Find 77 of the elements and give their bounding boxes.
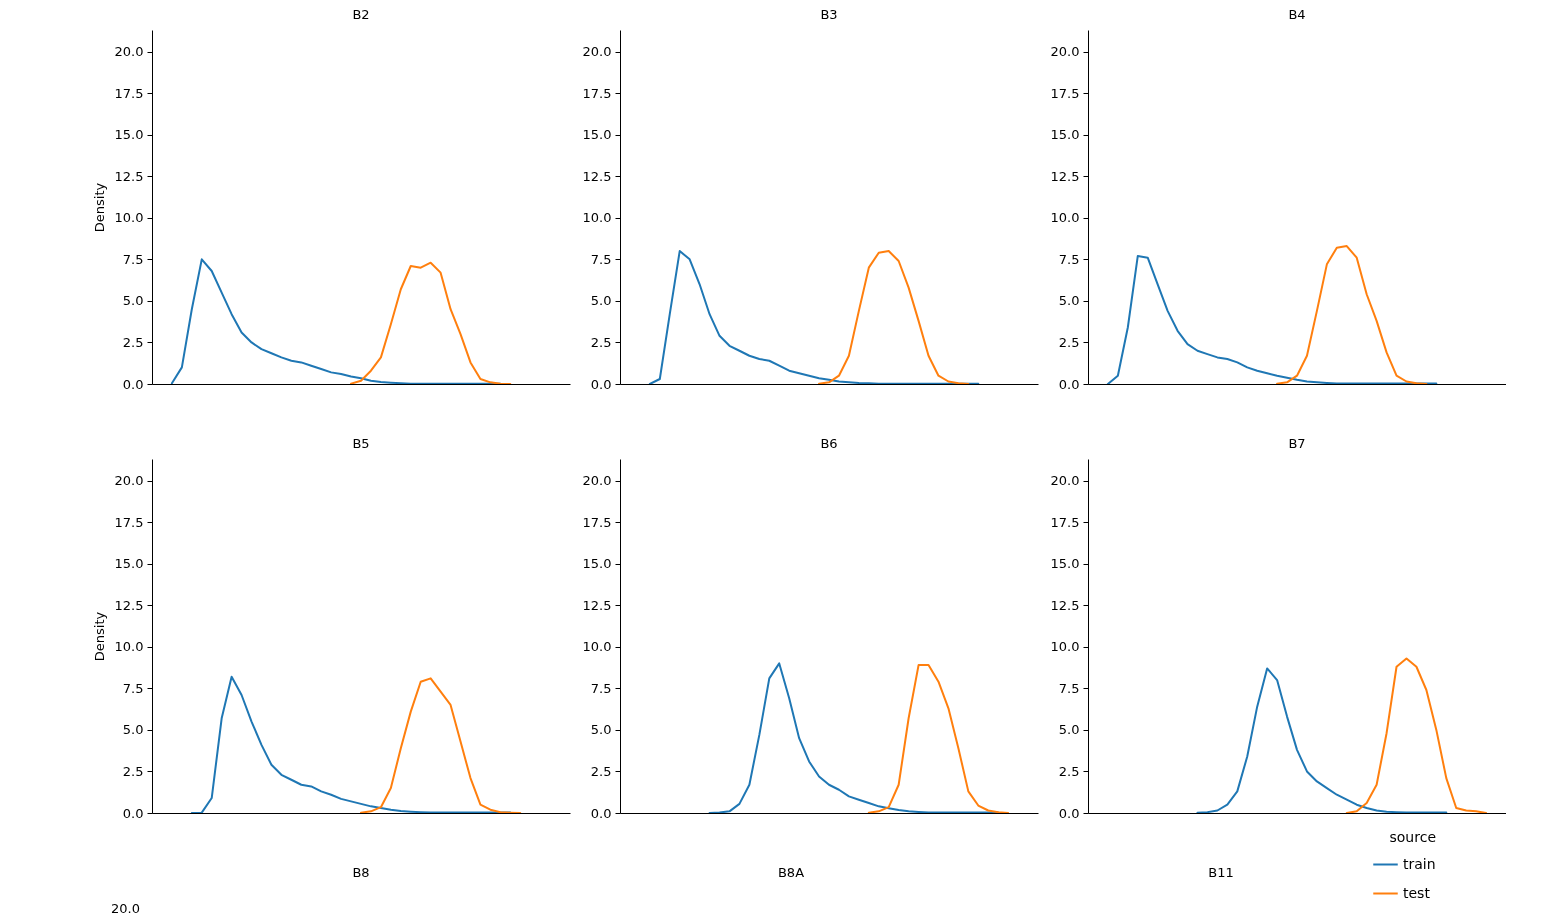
chart-title: B2 <box>352 7 370 22</box>
y-tick-label: 5.0 <box>590 293 612 309</box>
y-tick-label: 2.5 <box>1058 763 1080 779</box>
y-axis-title: Density <box>91 182 107 233</box>
y-tick-label: 20.0 <box>1050 473 1080 489</box>
line-series <box>818 250 970 384</box>
y-tick-label: 12.5 <box>582 168 612 184</box>
y-tick-label: 12.5 <box>1050 597 1080 613</box>
y-tick-label: 17.5 <box>582 85 612 101</box>
y-tick-label: 10.0 <box>114 639 144 655</box>
y-tick-label: 0.0 <box>1058 376 1080 392</box>
y-tick-label: 20.0 <box>114 44 144 60</box>
y-tick-label: 7.5 <box>1058 680 1080 696</box>
y-axis-title: Density <box>91 611 107 662</box>
text: B8A <box>777 865 805 880</box>
y-tick-label: 10.0 <box>1050 639 1080 655</box>
y-tick-label: 15.0 <box>582 127 612 143</box>
y-tick-label: 0.0 <box>122 805 144 821</box>
legend-label: test <box>1403 884 1431 901</box>
line-series <box>350 261 512 384</box>
y-tick-label: 2.5 <box>122 334 144 350</box>
line-series <box>867 664 1010 813</box>
y-tick-label: 5.0 <box>590 722 612 738</box>
y-tick-label: 0.0 <box>590 376 612 392</box>
text: B8 <box>352 865 370 880</box>
y-tick-label: 7.5 <box>590 680 612 696</box>
y-tick-label: 0.0 <box>1058 805 1080 821</box>
chart-title: B5 <box>352 436 370 451</box>
line-series <box>648 250 980 384</box>
y-tick-label: 17.5 <box>1050 85 1080 101</box>
y-tick-label: 10.0 <box>582 639 612 655</box>
y-tick-label: 17.5 <box>582 514 612 530</box>
y-tick-label: 5.0 <box>122 722 144 738</box>
y-tick-label: 10.0 <box>582 210 612 226</box>
y-tick-label: 0.0 <box>590 805 612 821</box>
line-series <box>1106 255 1438 384</box>
line-series <box>1345 657 1488 813</box>
y-tick-label: 17.5 <box>114 514 144 530</box>
y-tick-label: 5.0 <box>122 293 144 309</box>
y-tick-label: 20.0 <box>1050 44 1080 60</box>
y-tick-label: 7.5 <box>590 251 612 267</box>
y-tick-label: 2.5 <box>590 334 612 350</box>
y-tick-label: 12.5 <box>582 597 612 613</box>
y-tick-label: 10.0 <box>114 210 144 226</box>
y-tick-label: 15.0 <box>1050 556 1080 572</box>
y-tick-label: 12.5 <box>1050 168 1080 184</box>
y-tick-label: 17.5 <box>1050 514 1080 530</box>
chart-title: B3 <box>820 7 838 22</box>
text: B11 <box>1208 865 1234 880</box>
chart-title: B4 <box>1288 7 1306 22</box>
y-tick-label: 15.0 <box>114 556 144 572</box>
y-tick-label: 0.0 <box>122 376 144 392</box>
y-tick-label: 2.5 <box>1058 334 1080 350</box>
y-tick-label: 20.0 <box>582 473 612 489</box>
y-tick-label: 5.0 <box>1058 293 1080 309</box>
y-tick-label: 15.0 <box>1050 127 1080 143</box>
y-tick-label: 5.0 <box>1058 722 1080 738</box>
y-tick-label: 2.5 <box>122 763 144 779</box>
chart-title: B6 <box>820 436 838 451</box>
y-tick-label: 17.5 <box>114 85 144 101</box>
line-series <box>1276 245 1428 384</box>
y-tick-label: 7.5 <box>1058 251 1080 267</box>
legend-title: source <box>1389 829 1436 845</box>
y-tick-label: 15.0 <box>582 556 612 572</box>
y-tick-label: 12.5 <box>114 168 144 184</box>
legend-label: train <box>1403 855 1436 872</box>
y-tick-label: 20.0 <box>582 44 612 60</box>
y-tick-label: 20.0 <box>114 473 144 489</box>
y-tick-label: 12.5 <box>114 597 144 613</box>
line-series <box>360 677 522 813</box>
y-tick-label: 2.5 <box>590 763 612 779</box>
chart-title: B7 <box>1288 436 1306 451</box>
line-series <box>1196 667 1448 813</box>
y-tick-label: 7.5 <box>122 251 144 267</box>
y-tick-label: 10.0 <box>1050 210 1080 226</box>
y-tick-label: 15.0 <box>114 127 144 143</box>
y-tick-label: 7.5 <box>122 680 144 696</box>
